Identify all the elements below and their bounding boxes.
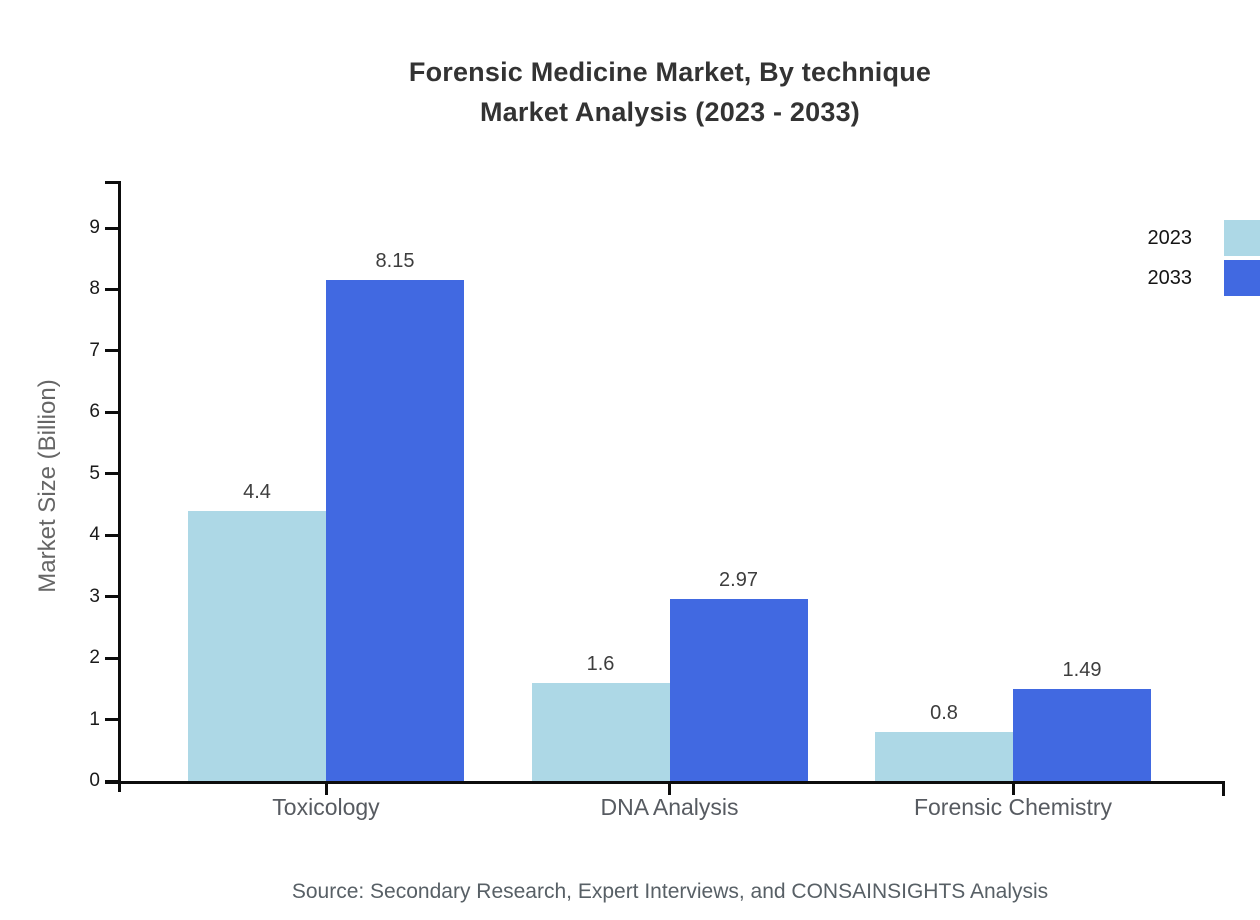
y-tick-label-2: 2 [89, 647, 100, 669]
y-tick-mark-1 [105, 718, 118, 722]
y-tick-mark-5 [105, 472, 118, 476]
y-tick-mark-8 [105, 287, 118, 291]
y-tick-label-6: 6 [89, 401, 100, 423]
value-label-2033-toxicology: 8.15 [375, 250, 415, 273]
y-tick-label-4: 4 [89, 524, 100, 546]
y-tick-mark-4 [105, 533, 118, 537]
value-label-2023-toxicology: 4.4 [243, 480, 271, 503]
y-tick-label-0: 0 [89, 770, 100, 791]
y-tick-mark-9 [105, 226, 118, 230]
y-axis-title: Market Size (Billion) [34, 379, 61, 593]
y-tick-label-8: 8 [89, 278, 100, 300]
y-tick-mark-2 [105, 656, 118, 660]
y-tick-mark-3 [105, 595, 118, 599]
bar-2033-forensic-chemistry [1013, 689, 1151, 781]
y-tick-label-3: 3 [89, 585, 100, 607]
x-category-label-dna-analysis: DNA Analysis [600, 794, 739, 820]
y-tick-mark-0 [105, 779, 118, 783]
y-tick-label-9: 9 [89, 217, 100, 239]
y-tick-mark-7 [105, 349, 118, 353]
x-tick-mark-forensic-chemistry [1011, 781, 1015, 795]
x-category-label-forensic-chemistry: Forensic Chemistry [913, 794, 1113, 820]
value-label-2033-dna-analysis: 2.97 [719, 568, 758, 591]
legend-swatch-2023 [1224, 220, 1260, 256]
x-axis-right-cap [1222, 781, 1225, 796]
x-axis-spine [105, 781, 1225, 784]
y-tick-label-7: 7 [89, 339, 100, 361]
chart-title: Forensic Medicine Market, By technique M… [118, 52, 1222, 132]
y-tick-mark-6 [105, 410, 118, 414]
bar-2033-dna-analysis [669, 598, 808, 781]
y-tick-label-1: 1 [89, 708, 100, 730]
x-tick-mark-dna-analysis [668, 781, 671, 795]
x-category-label-toxicology: Toxicology [272, 794, 380, 820]
value-label-2033-forensic-chemistry: 1.49 [1062, 659, 1102, 682]
bar-2023-forensic-chemistry [875, 731, 1013, 781]
bar-2023-toxicology [188, 510, 326, 781]
bar-2023-dna-analysis [531, 682, 670, 781]
legend-label-2023: 2023 [1147, 227, 1193, 249]
source-note: Source: Secondary Research, Expert Inter… [291, 880, 1049, 903]
x-tick-mark-toxicology [324, 781, 328, 795]
chart-title-line2: Market Analysis (2023 - 2033) [479, 97, 860, 127]
legend-label-2033: 2033 [1147, 267, 1193, 289]
value-label-2023-forensic-chemistry: 0.8 [930, 701, 958, 724]
bar-2033-toxicology [326, 280, 464, 781]
y-axis-top-cap [105, 181, 118, 184]
chart-title-line1: Forensic Medicine Market, By technique [408, 57, 932, 87]
y-tick-label-5: 5 [89, 462, 100, 484]
value-label-2023-dna-analysis: 1.6 [586, 652, 615, 675]
y-axis-spine [118, 181, 121, 792]
legend-swatch-2033 [1224, 260, 1260, 296]
